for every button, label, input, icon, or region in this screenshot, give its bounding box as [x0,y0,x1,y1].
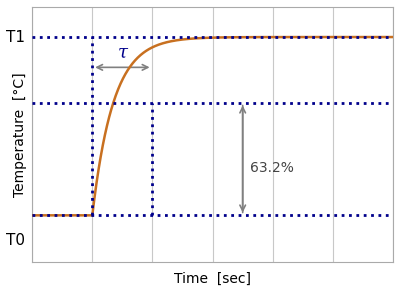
Text: T1: T1 [6,30,25,45]
Text: T0: T0 [6,233,25,248]
Text: τ: τ [117,44,127,62]
Y-axis label: Temperature  [°C]: Temperature [°C] [12,72,26,197]
Text: 63.2%: 63.2% [250,161,294,175]
X-axis label: Time  [sec]: Time [sec] [174,272,251,286]
